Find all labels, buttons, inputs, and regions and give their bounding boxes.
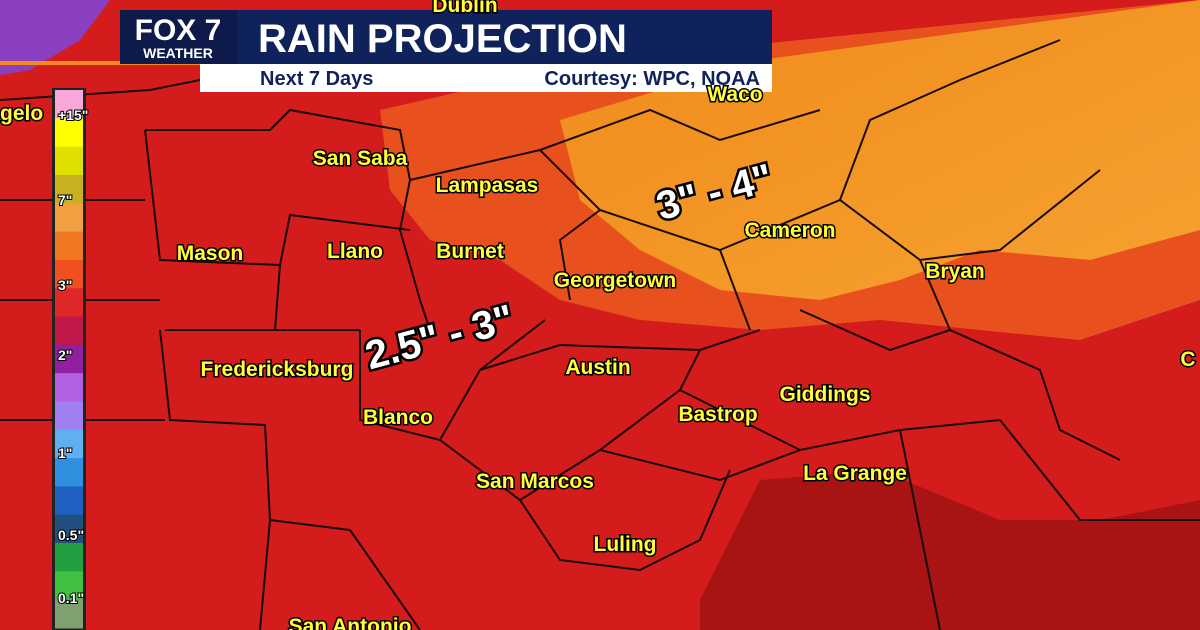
city-label: Lampasas: [436, 174, 539, 197]
legend-swatch: [55, 118, 83, 148]
title-box: [237, 10, 772, 64]
legend-label: 0.1": [58, 590, 84, 606]
legend-swatch: [55, 373, 83, 402]
dark-red-zone: [700, 470, 1200, 630]
city-label: Giddings: [780, 383, 871, 406]
legend-swatch: [55, 599, 83, 629]
legend-swatch: [55, 571, 83, 601]
city-label: Cameron: [744, 219, 835, 242]
credit: Courtesy: WPC, NOAA: [544, 68, 760, 90]
header-accent: [0, 61, 200, 65]
legend-swatch: [55, 458, 83, 487]
city-label: Bryan: [925, 260, 985, 283]
legend-swatch: [55, 259, 83, 289]
city-label: Blanco: [363, 406, 433, 429]
legend-swatch: [55, 288, 83, 318]
legend-swatch: [55, 486, 83, 516]
legend-label: 7": [58, 192, 72, 208]
city-label: Georgetown: [554, 269, 677, 292]
legend-swatch: [55, 316, 83, 346]
purple-zone: [0, 0, 110, 75]
subtitle-box: [200, 64, 772, 92]
logo-sub: WEATHER: [143, 45, 213, 61]
legend-label: 1": [58, 445, 72, 461]
city-label: C: [1180, 348, 1195, 371]
city-label: La Grange: [803, 462, 907, 485]
city-label: San Marcos: [476, 470, 594, 493]
legend-swatch: [55, 231, 83, 261]
city-label: Austin: [565, 356, 630, 379]
legend: +15" 7" 3" 2" 1" 0.5" 0.1": [52, 88, 89, 630]
legend-label: 0.5": [58, 527, 84, 543]
subtitle: Next 7 Days: [260, 68, 373, 90]
header: FOX 7 WEATHER RAIN PROJECTION Next 7 Day…: [0, 10, 772, 92]
city-label: Mason: [177, 242, 244, 265]
city-label: gelo: [0, 102, 43, 125]
city-label: Bastrop: [678, 403, 757, 426]
city-label: San Saba: [313, 147, 408, 170]
legend-label: +15": [58, 107, 88, 123]
city-label: Dublin: [432, 0, 497, 17]
legend-swatch: [55, 90, 83, 119]
legend-swatch: [55, 514, 83, 544]
legend-swatch: [55, 344, 83, 374]
city-label: Burnet: [436, 240, 504, 263]
legend-label: 3": [58, 277, 72, 293]
legend-label: 2": [58, 347, 72, 363]
legend-swatch: [55, 146, 83, 176]
title: RAIN PROJECTION: [258, 17, 627, 61]
city-label: San Antonio: [289, 615, 412, 630]
city-label: Luling: [594, 533, 657, 556]
legend-swatch: [55, 401, 83, 431]
legend-swatch: [55, 429, 83, 459]
legend-swatch: [55, 174, 83, 204]
legend-swatch: [55, 543, 83, 572]
city-label: Llano: [327, 240, 383, 263]
logo-box: [120, 10, 237, 64]
city-label: Waco: [707, 83, 762, 106]
city-label: Fredericksburg: [201, 358, 354, 381]
legend-swatch: [55, 203, 83, 233]
logo: FOX 7: [135, 14, 222, 47]
